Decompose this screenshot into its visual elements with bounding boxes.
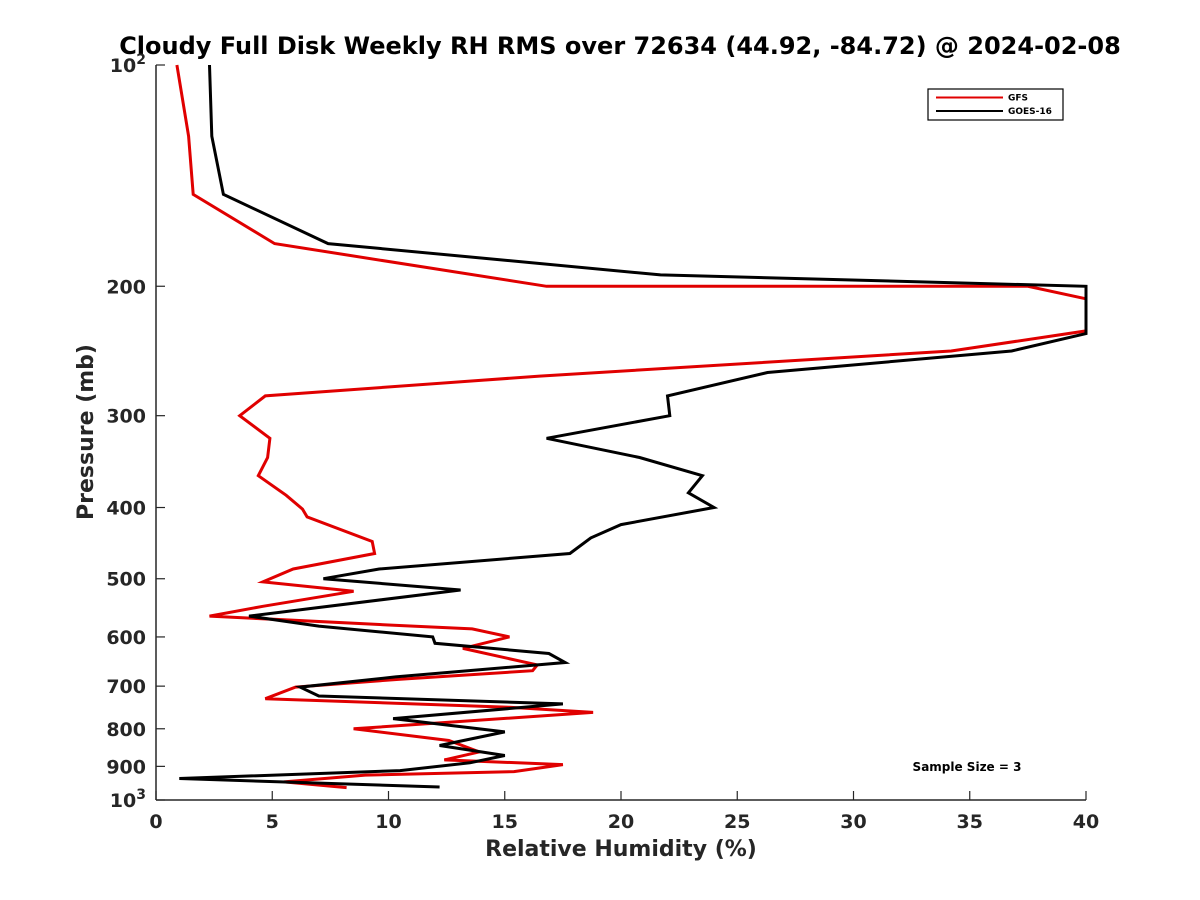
y-tick-label: 700 (106, 676, 146, 698)
series-line-goes16 (179, 64, 1088, 789)
x-tick-label: 30 (840, 811, 866, 833)
x-tick-label: 5 (266, 811, 279, 833)
y-tick-label: 900 (106, 756, 146, 778)
y-ticks: 102 200 300 400 500 600 700 800 900 103 (106, 52, 165, 812)
x-tick-label: 35 (957, 811, 983, 833)
x-ticks: 0 5 10 15 20 25 30 35 40 (149, 791, 1099, 833)
x-tick-label: 25 (724, 811, 750, 833)
legend: GFS GOES-16 (927, 88, 1064, 121)
y-tick-label: 600 (106, 627, 146, 649)
y-tick-label: 300 (106, 406, 146, 428)
x-tick-label: 10 (375, 811, 401, 833)
x-axis-label: Relative Humidity (%) (485, 837, 757, 862)
y-tick-label: 800 (106, 719, 146, 741)
plot-area (175, 64, 1088, 790)
sample-size-annotation: Sample Size = 3 (913, 760, 1022, 774)
x-tick-label: 0 (149, 811, 162, 833)
legend-label-gfs: GFS (1008, 94, 1028, 104)
series-line-gfs (175, 64, 1088, 790)
y-tick-label: 500 (106, 569, 146, 591)
chart-title: Cloudy Full Disk Weekly RH RMS over 7263… (119, 32, 1121, 60)
y-tick-label: 103 (110, 787, 146, 812)
x-tick-label: 20 (608, 811, 634, 833)
y-tick-label: 200 (106, 276, 146, 298)
x-tick-label: 40 (1073, 811, 1099, 833)
y-tick-label: 102 (110, 52, 146, 77)
x-tick-label: 15 (492, 811, 518, 833)
y-axis-label: Pressure (mb) (74, 344, 99, 520)
legend-box (927, 88, 1064, 121)
legend-label-goes16: GOES-16 (1008, 107, 1052, 117)
y-tick-label: 400 (106, 498, 146, 520)
